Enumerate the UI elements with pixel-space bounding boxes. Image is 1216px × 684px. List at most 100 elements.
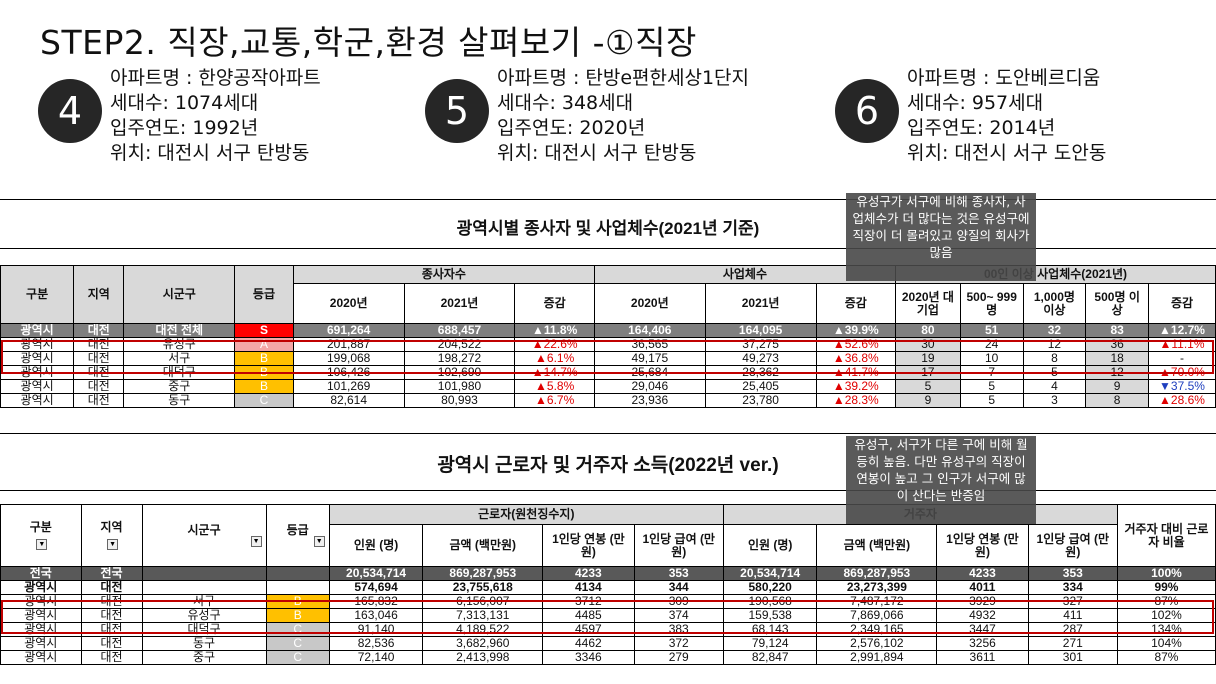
cell-region: 대전 xyxy=(80,636,143,651)
filter-dropdown-icon[interactable]: ▼ xyxy=(107,538,119,550)
col-b2020: 2020년 xyxy=(593,283,706,324)
cell-value: 80,993 xyxy=(403,393,516,408)
cell-district: 동구 xyxy=(141,636,267,651)
cell-value: 8 xyxy=(1085,393,1150,408)
apartment-location: 위치: 대전시 서구 도안동 xyxy=(907,142,1107,164)
apartment-name: 아파트명 : 도안베르디움 xyxy=(907,67,1101,89)
apartment-name: 아파트명 : 한양공작아파트 xyxy=(110,67,321,89)
cell-ratio: 99% xyxy=(1116,580,1216,595)
col-bchg: 증감 xyxy=(815,283,897,324)
col-gubun: 구분 xyxy=(0,265,75,324)
income-table: 구분▼ 지역▼ 시군구▼ 등급▼ 근로자(원천징수지) 거주자 거주자 대비 근… xyxy=(0,504,1216,665)
cell-value: 9 xyxy=(1085,379,1150,394)
cell-value: 691,264 xyxy=(292,323,405,338)
cell-value: 51 xyxy=(959,323,1024,338)
cell-district xyxy=(141,566,267,581)
cell-value: 4011 xyxy=(936,580,1029,595)
employee-business-table: 구분 지역 시군구 등급 종사자수 사업체수 00인 이상 사업체수(2021년… xyxy=(0,265,1216,408)
col-grade: 등급 xyxy=(234,265,294,324)
cell-value: 372 xyxy=(633,636,724,651)
cell-region: 대전 xyxy=(73,393,125,408)
col-w-salary: 1인당 연봉 (만원) xyxy=(542,524,635,567)
cell-value: 80 xyxy=(895,323,961,338)
cell-value: 25,405 xyxy=(704,379,817,394)
cell-value: 3346 xyxy=(542,650,635,665)
col-gubun: 구분 ▼ xyxy=(0,504,82,567)
grade-badge xyxy=(265,580,330,595)
cell-district xyxy=(141,580,267,595)
cell-value: 32 xyxy=(1022,323,1087,338)
col-region: 지역 ▼ xyxy=(80,504,143,567)
cell-value: 23,755,618 xyxy=(422,580,544,595)
table-row: 광역시 대전 대전 전체 S 691,264 688,457 ▲11.8% 16… xyxy=(0,323,1216,338)
cell-gubun: 광역시 xyxy=(0,636,82,651)
cell-value: 82,847 xyxy=(722,650,818,665)
cell-district: 대전 전체 xyxy=(123,323,236,338)
cell-value: 4233 xyxy=(542,566,635,581)
group-workers: 종사자수 xyxy=(292,265,595,284)
page-title: STEP2. 직장,교통,학군,환경 살펴보기 -①직장 xyxy=(40,23,697,62)
table-row: 광역시 대전 동구 C 82,536 3,682,960 4462 372 79… xyxy=(0,636,1216,651)
cell-value: 72,140 xyxy=(328,650,424,665)
apartment-name: 아파트명 : 탄방e편한세상1단지 xyxy=(497,67,750,89)
cell-value: 199,068 xyxy=(292,351,405,366)
col-w2020: 2020년 xyxy=(292,283,405,324)
grade-badge: C xyxy=(265,650,330,665)
col-r500: 500~ 999명 xyxy=(959,283,1024,324)
callout-note: 유성구가 서구에 비해 종사자, 사업체수가 더 많다는 것은 유성구에 직장이… xyxy=(846,193,1036,281)
apartment-number-badge: 5 xyxy=(425,79,489,143)
col-district: 시군구 xyxy=(123,265,236,324)
cell-change: ▲39.9% xyxy=(815,323,897,338)
cell-value: 574,694 xyxy=(328,580,424,595)
apartment-card-5: 5 아파트명 : 탄방e편한세상1단지 세대수: 348세대 입주연도: 202… xyxy=(425,66,805,166)
cell-gubun: 광역시 xyxy=(0,580,82,595)
cell-value: 2,413,998 xyxy=(422,650,544,665)
cell-ratio: 102% xyxy=(1116,608,1216,623)
cell-value: 159,538 xyxy=(722,608,818,623)
cell-change: ▲28.6% xyxy=(1148,393,1216,408)
col-r1000: 1,000명 이상 xyxy=(1022,283,1087,324)
apartment-year: 입주연도: 2014년 xyxy=(907,117,1056,139)
cell-value: 3,682,960 xyxy=(422,636,544,651)
filter-dropdown-icon[interactable]: ▼ xyxy=(36,538,48,550)
cell-value: 4462 xyxy=(542,636,635,651)
col-r-people: 인원 (명) xyxy=(722,524,818,567)
income-sheet: 광역시 근로자 및 거주자 소득(2022년 ver.) 구분 ▼ 지역 ▼ 시군구… xyxy=(0,432,1216,684)
grade-badge: S xyxy=(234,323,294,338)
cell-value: 82,614 xyxy=(292,393,405,408)
apartment-year: 입주연도: 2020년 xyxy=(497,117,646,139)
cell-change: ▲39.2% xyxy=(815,379,897,394)
table-row: 광역시 대전 동구 C 82,614 80,993 ▲6.7% 23,936 2… xyxy=(0,393,1216,408)
apartment-card-4: 4 아파트명 : 한양공작아파트 세대수: 1074세대 입주연도: 1992년… xyxy=(38,66,418,166)
grade-badge: C xyxy=(234,393,294,408)
apartment-households: 세대수: 348세대 xyxy=(497,92,634,114)
cell-value: 82,536 xyxy=(328,636,424,651)
apartment-location: 위치: 대전시 서구 탄방동 xyxy=(110,142,310,164)
cell-value: 3256 xyxy=(936,636,1029,651)
cell-value: 353 xyxy=(1027,566,1118,581)
table-row: 광역시 대전 서구 B 199,068 198,272 ▲6.1% 49,175… xyxy=(0,351,1216,366)
grade-badge xyxy=(265,566,330,581)
cell-ratio: 87% xyxy=(1116,650,1216,665)
col-wchg: 증감 xyxy=(514,283,595,324)
cell-region: 전국 xyxy=(80,566,143,581)
cell-value: 29,046 xyxy=(593,379,706,394)
cell-value: 869,287,953 xyxy=(816,566,938,581)
filter-dropdown-icon[interactable]: ▼ xyxy=(313,536,325,548)
cell-value: 688,457 xyxy=(403,323,516,338)
filter-dropdown-icon[interactable]: ▼ xyxy=(250,536,262,548)
group-workers: 근로자(원천징수지) xyxy=(328,504,724,525)
table-row: 전국 전국 20,534,714 869,287,953 4233 353 20… xyxy=(0,566,1216,581)
cell-gubun: 광역시 xyxy=(0,323,75,338)
cell-value: 9 xyxy=(895,393,961,408)
cell-value: 101,269 xyxy=(292,379,405,394)
col-region: 지역 xyxy=(73,265,125,324)
cell-value: 164,406 xyxy=(593,323,706,338)
cell-district: 유성구 xyxy=(141,608,267,623)
cell-value: 23,273,399 xyxy=(816,580,938,595)
table-row: 광역시 대전 유성구 B 163,046 7,313,131 4485 374 … xyxy=(0,608,1216,623)
col-b2021: 2021년 xyxy=(704,283,817,324)
cell-value: 580,220 xyxy=(722,580,818,595)
cell-ratio: 100% xyxy=(1116,566,1216,581)
grade-badge: B xyxy=(234,379,294,394)
